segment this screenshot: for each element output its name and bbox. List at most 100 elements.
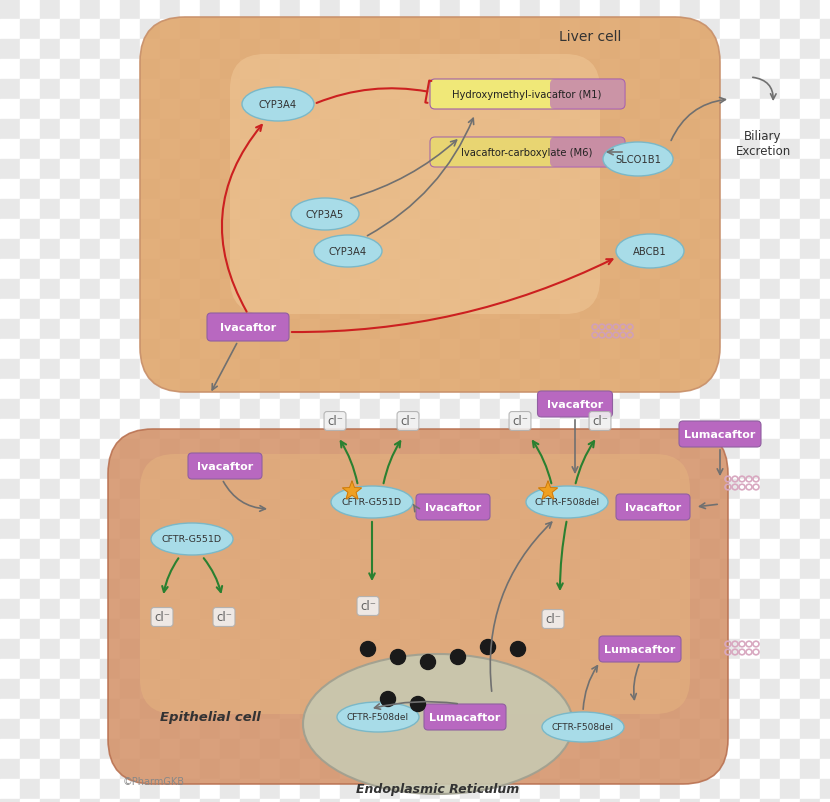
Ellipse shape [331,486,413,518]
Bar [140,559,160,579]
Bar [100,40,120,60]
Bar [680,480,700,500]
Bar [260,140,280,160]
Bar [260,679,280,699]
Bar [340,180,360,200]
Bar [0,300,20,320]
Bar [300,359,320,379]
Bar [240,779,260,799]
Bar [640,399,660,419]
Bar [20,220,40,240]
Bar [460,160,480,180]
Bar [60,280,80,300]
Bar [140,320,160,339]
Bar [620,480,640,500]
Bar [740,339,760,359]
Bar [380,20,400,40]
Bar [60,439,80,460]
Bar [620,439,640,460]
Bar [420,719,440,739]
Bar [780,719,800,739]
Bar [720,419,740,439]
Bar [400,399,420,419]
Bar [440,60,460,80]
Bar [500,539,520,559]
Bar [720,659,740,679]
Bar [300,180,320,200]
Bar [300,220,320,240]
Bar [160,160,180,180]
Bar [700,480,720,500]
Bar [700,639,720,659]
Bar [420,280,440,300]
Bar [280,439,300,460]
Bar [420,180,440,200]
Bar [480,220,500,240]
Bar [200,140,220,160]
Bar [580,379,600,399]
Bar [760,699,780,719]
Bar [240,260,260,280]
Bar [720,619,740,639]
Bar [720,200,740,220]
Polygon shape [343,481,362,500]
Bar [760,799,780,802]
Bar [400,559,420,579]
Bar [80,119,100,140]
Bar [220,579,240,599]
Bar [640,280,660,300]
Bar [680,320,700,339]
Bar [200,419,220,439]
Bar [620,119,640,140]
Bar [520,40,540,60]
Bar [580,280,600,300]
Bar [700,0,720,20]
Bar [120,500,140,520]
Bar [800,0,820,20]
Bar [120,619,140,639]
Bar [320,639,340,659]
Bar [320,480,340,500]
Bar [120,460,140,480]
Bar [520,240,540,260]
Bar [480,60,500,80]
Bar [400,659,420,679]
Bar [460,60,480,80]
Bar [160,359,180,379]
Bar [420,500,440,520]
Bar [340,80,360,100]
Bar [120,599,140,619]
Bar [700,520,720,539]
Bar [500,300,520,320]
Bar [200,379,220,399]
Bar [60,140,80,160]
Bar [200,260,220,280]
Bar [580,399,600,419]
Bar [620,679,640,699]
Bar [560,520,580,539]
Bar [180,659,200,679]
Bar [160,240,180,260]
Bar [640,300,660,320]
Bar [460,240,480,260]
Bar [740,399,760,419]
Bar [660,619,680,639]
Bar [800,300,820,320]
Bar [560,280,580,300]
Text: SLCO1B1: SLCO1B1 [615,155,661,164]
Bar [280,280,300,300]
Bar [660,339,680,359]
Bar [300,339,320,359]
Bar [820,480,830,500]
Bar [360,180,380,200]
Bar [60,460,80,480]
Bar [260,280,280,300]
Bar [320,0,340,20]
Bar [160,119,180,140]
Bar [60,160,80,180]
Bar [20,460,40,480]
Bar [340,260,360,280]
Bar [140,619,160,639]
Text: Lumacaftor: Lumacaftor [684,429,755,439]
Bar [620,100,640,119]
